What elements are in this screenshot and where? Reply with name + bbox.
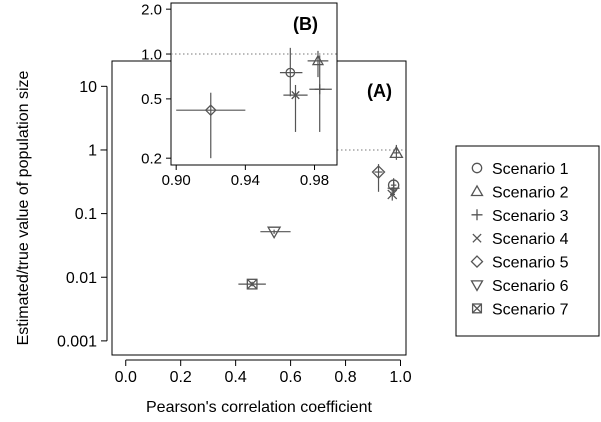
x-marker [472,233,482,243]
point-scenario-4 [387,187,398,201]
legend-item-scenario-7: Scenario 7 [471,301,569,318]
x-axis-label: Pearson's correlation coefficient [146,399,373,416]
triangle-down-marker [266,226,282,239]
legend-items: Scenario 1 Scenario 2 Scenario 3 Scenario 4… [470,161,569,318]
triangle-up-marker [470,184,484,197]
legend-circle-icon [471,162,483,174]
point-scenario-2 [389,144,404,160]
legend: Scenario 1 Scenario 2 Scenario 3 Scenario 4… [455,145,600,337]
circle-marker [471,162,483,174]
x-marker [291,90,300,100]
legend-diamond-icon [470,255,484,269]
panel-b-frame [170,2,338,166]
legend-item-scenario-4: Scenario 4 [472,231,569,248]
y-tick-label: 1.0 [141,46,162,63]
x-marker [387,189,398,200]
legend-item-scenario-1: Scenario 1 [471,161,569,178]
point-scenario-1 [279,47,303,97]
panel-a-y-axis: 0.001 0.01 0.1 1 10 [57,79,108,350]
marker-scenario-5 [371,165,386,179]
panel-a: 0.0 0.2 0.4 0.6 0.8 1.0 0.001 0.01 0.1 1 10 (A) P… [15,60,412,416]
marker-scenario-2 [311,54,325,66]
legend-square-x-icon [471,303,483,314]
panel-b-inset: 0.90 0.94 0.98 0.2 0.5 1.0 2.0 (B) [141,1,338,189]
point-scenario-5 [371,164,386,192]
point-scenario-6 [260,226,291,239]
panel-b-x-axis: 0.90 0.94 0.98 [162,165,329,189]
x-tick-label: 0.0 [115,369,137,386]
panel-a-label: (A) [367,81,392,101]
marker-scenario-7 [246,278,258,290]
legend-item-scenario-3: Scenario 3 [471,208,569,225]
marker-scenario-1 [285,67,296,78]
y-tick-label: 0.001 [57,333,97,350]
square-marker [246,278,258,290]
x-tick-label: 0.98 [300,172,329,189]
x-tick-label: 0.8 [334,369,356,386]
square-marker [471,303,483,314]
diamond-marker [204,104,217,117]
legend-label: Scenario 2 [492,184,569,201]
legend-plus-icon [471,209,483,221]
square-cross-marker [472,303,482,314]
legend-label: Scenario 4 [492,231,569,248]
diamond-marker [470,255,484,269]
marker-scenario-2 [389,145,404,159]
square-cross-marker [246,278,258,290]
diamond-marker [371,165,386,179]
panel-b-label: (B) [293,14,318,34]
panel-b-points [176,47,332,159]
y-tick-label: 2.0 [141,1,162,18]
panel-b-y-axis: 0.2 0.5 1.0 2.0 [141,1,171,167]
legend-triangle-up-icon [470,184,484,197]
panel-a-points [238,144,404,290]
x-tick-label: 0.2 [170,369,192,386]
triangle-up-marker [389,145,404,159]
legend-label: Scenario 1 [492,161,569,178]
x-tick-label: 0.6 [279,369,301,386]
x-tick-label: 0.94 [231,172,260,189]
legend-label: Scenario 3 [492,208,569,225]
plus-marker [471,209,483,221]
x-tick-label: 0.4 [225,369,247,386]
marker-scenario-4 [291,90,300,100]
point-scenario-2 [307,50,329,78]
y-axis-label: Estimated/true value of population size [15,70,32,345]
legend-triangle-down-icon [470,280,484,292]
y-tick-label: 1 [88,143,97,160]
marker-scenario-5 [204,104,217,117]
point-scenario-3 [309,55,332,132]
y-tick-label: 0.2 [141,150,162,167]
y-tick-label: 0.5 [141,91,162,108]
legend-label: Scenario 5 [492,255,569,272]
plus-marker [314,84,325,95]
triangle-down-marker [470,280,484,292]
point-scenario-5 [176,92,246,159]
legend-item-scenario-5: Scenario 5 [470,255,569,272]
panel-a-x-axis: 0.0 0.2 0.4 0.6 0.8 1.0 [115,359,412,386]
x-tick-label: 0.90 [162,172,191,189]
x-tick-label: 1.0 [389,369,411,386]
y-tick-label: 0.1 [75,206,97,223]
panel-b-background [171,3,337,165]
legend-item-scenario-6: Scenario 6 [470,278,569,295]
legend-label: Scenario 6 [492,278,569,295]
marker-scenario-3 [314,84,325,95]
y-tick-label: 0.01 [66,270,97,287]
y-tick-label: 10 [79,79,97,96]
legend-label: Scenario 7 [492,301,569,318]
legend-item-scenario-2: Scenario 2 [470,184,569,201]
legend-x-icon [472,233,482,243]
point-scenario-7 [238,278,266,290]
point-scenario-4 [283,84,308,132]
marker-scenario-4 [387,189,398,200]
circle-marker [285,67,296,78]
triangle-up-marker [311,54,325,66]
marker-scenario-6 [266,226,282,239]
